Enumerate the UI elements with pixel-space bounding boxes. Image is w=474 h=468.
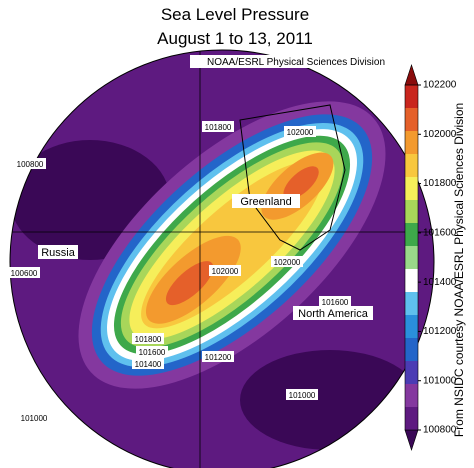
contour-label-box bbox=[319, 296, 351, 307]
contour-label: 101000 bbox=[289, 391, 316, 400]
contour-label-box bbox=[284, 126, 316, 137]
colorbar-band bbox=[405, 85, 418, 108]
low-region bbox=[240, 350, 420, 450]
colorbar-tick-label: 101800 bbox=[423, 178, 457, 189]
subtitle: August 1 to 13, 2011 bbox=[157, 29, 313, 48]
contour-label-box bbox=[271, 256, 303, 267]
contour-label: 101400 bbox=[135, 360, 162, 369]
contour-label: 102000 bbox=[212, 267, 239, 276]
colorbar-band bbox=[405, 154, 418, 177]
colorbar-tick-label: 101600 bbox=[423, 227, 457, 238]
side-credit: From NSIDC courtesy NOAA/ESRL Physical S… bbox=[452, 103, 466, 437]
contour-label: 101000 bbox=[21, 414, 48, 423]
place-label-box bbox=[38, 245, 78, 259]
place-label-box bbox=[293, 306, 373, 320]
colorbar-band bbox=[405, 361, 418, 384]
colorbar-band bbox=[405, 223, 418, 246]
colorbar-band bbox=[405, 177, 418, 200]
colorbar-extend bbox=[404, 64, 419, 86]
colorbar-frame bbox=[404, 84, 419, 431]
colorbar-band bbox=[405, 200, 418, 223]
contour-label: 100600 bbox=[11, 269, 38, 278]
colorbar-band bbox=[405, 269, 418, 292]
colorbar-tick-label: 100800 bbox=[423, 425, 457, 436]
contour-label: 101600 bbox=[139, 348, 166, 357]
contour-label-box bbox=[209, 265, 241, 276]
colorbar-tick-label: 101400 bbox=[423, 277, 457, 288]
title: Sea Level Pressure bbox=[161, 5, 309, 24]
contour-label: 101800 bbox=[205, 123, 232, 132]
colorbar-tick-label: 102000 bbox=[423, 129, 457, 140]
contour-label: 100800 bbox=[17, 160, 44, 169]
colorbar-band bbox=[405, 246, 418, 269]
contour-label: 101800 bbox=[135, 335, 162, 344]
source: NOAA/ESRL Physical Sciences Division bbox=[207, 57, 385, 68]
contour-label-box bbox=[132, 333, 164, 344]
place-label: Greenland bbox=[240, 196, 291, 208]
globe-outline bbox=[9, 49, 435, 468]
contour-label-box bbox=[18, 412, 50, 423]
contour-label: 102000 bbox=[287, 128, 314, 137]
contour-label: 101600 bbox=[322, 298, 349, 307]
place-label-box bbox=[232, 194, 300, 208]
contour-label-box bbox=[202, 121, 234, 132]
contour-label-box bbox=[136, 346, 168, 357]
colorbar-band bbox=[405, 384, 418, 407]
contour-label: 101200 bbox=[205, 353, 232, 362]
colorbar-band bbox=[405, 292, 418, 315]
source-box bbox=[190, 55, 402, 68]
contour-label-box bbox=[14, 158, 46, 169]
colorbar-tick-label: 101200 bbox=[423, 326, 457, 337]
contour-label-box bbox=[286, 389, 318, 400]
place-label: Russia bbox=[41, 247, 76, 259]
contour-label-box bbox=[132, 358, 164, 369]
colorbar-band bbox=[405, 407, 418, 430]
colorbar-band bbox=[405, 338, 418, 361]
contour-label: 102000 bbox=[274, 258, 301, 267]
colorbar-tick-label: 101000 bbox=[423, 375, 457, 386]
contour-label-box bbox=[8, 267, 40, 278]
colorbar-tick-label: 102200 bbox=[423, 80, 457, 91]
place-label: North America bbox=[298, 308, 369, 320]
colorbar-extend bbox=[404, 429, 419, 451]
colorbar-band bbox=[405, 108, 418, 131]
colorbar-band bbox=[405, 315, 418, 338]
contour-label-box bbox=[202, 351, 234, 362]
colorbar-band bbox=[405, 131, 418, 154]
